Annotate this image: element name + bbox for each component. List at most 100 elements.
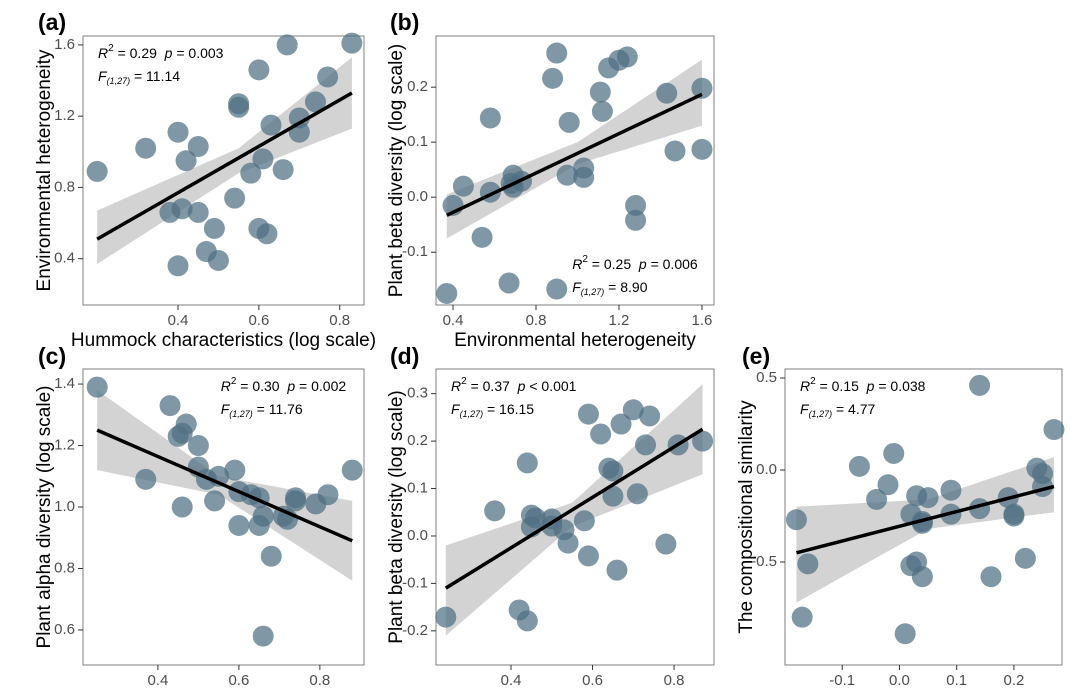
data-point bbox=[625, 194, 647, 216]
y-tick-label: 1.4 bbox=[54, 375, 75, 392]
annotation: R2 = 0.25 p = 0.006 bbox=[572, 254, 698, 272]
annotation-part: 2 bbox=[461, 376, 467, 387]
y-tick-label: 0.1 bbox=[407, 480, 428, 497]
annotation-part: F bbox=[98, 68, 108, 84]
data-point bbox=[171, 496, 193, 518]
data-point bbox=[204, 490, 226, 512]
data-point bbox=[159, 395, 181, 417]
x-axis-title: Environmental heterogeneity bbox=[454, 330, 696, 351]
annotation-part: 2 bbox=[108, 43, 114, 54]
panel-label: (c) bbox=[38, 343, 66, 369]
data-point bbox=[288, 107, 310, 129]
annotation-part: 2 bbox=[810, 376, 816, 387]
data-point bbox=[1003, 505, 1025, 527]
annotation-part: F bbox=[221, 401, 231, 417]
data-point bbox=[602, 485, 624, 507]
annotation-part: (1,27) bbox=[460, 409, 484, 419]
y-axis-title: Plant alpha diversity (log scale) bbox=[34, 386, 55, 649]
annotation-part: (1,27) bbox=[581, 287, 605, 297]
annotation-part: F bbox=[451, 401, 461, 417]
data-point bbox=[252, 148, 274, 170]
data-point bbox=[546, 42, 568, 64]
data-point bbox=[969, 374, 991, 396]
data-point bbox=[135, 137, 157, 159]
annotation: F(1,27) = 8.90 bbox=[572, 279, 647, 298]
annotation-part: R bbox=[98, 45, 108, 61]
data-point bbox=[260, 545, 282, 567]
data-point bbox=[691, 138, 713, 160]
y-tick-label: 0.1 bbox=[407, 133, 428, 150]
annotation-part: p bbox=[517, 378, 526, 394]
x-tick-label: -0.1 bbox=[829, 672, 855, 689]
data-point bbox=[224, 187, 246, 209]
data-point bbox=[692, 430, 714, 452]
data-point bbox=[626, 483, 648, 505]
data-point bbox=[479, 107, 501, 129]
data-point bbox=[498, 272, 520, 294]
data-point bbox=[187, 435, 209, 457]
y-tick-label: 0.8 bbox=[54, 178, 75, 195]
data-point bbox=[516, 610, 538, 632]
y-tick-label: 1.6 bbox=[54, 36, 75, 53]
y-axis-title: Plant beta diversity (log scale) bbox=[386, 390, 407, 643]
y-tick-label: 0.0 bbox=[756, 461, 777, 478]
x-tick-label: 0.4 bbox=[501, 672, 522, 689]
x-tick-label: 0.8 bbox=[309, 672, 330, 689]
data-point bbox=[203, 217, 225, 239]
data-point bbox=[304, 91, 326, 113]
annotation-part: = 0.003 bbox=[172, 45, 223, 61]
x-tick-label: 0.8 bbox=[329, 312, 350, 329]
data-point bbox=[691, 77, 713, 99]
fit-line bbox=[96, 91, 353, 241]
data-point bbox=[616, 46, 638, 68]
y-tick-label: 0.2 bbox=[407, 78, 428, 95]
data-point bbox=[591, 100, 613, 122]
annotation-part: = 16.15 bbox=[483, 401, 534, 417]
data-point bbox=[848, 455, 870, 477]
data-point bbox=[980, 566, 1002, 588]
annotation-part: F bbox=[572, 279, 582, 295]
data-point bbox=[785, 509, 807, 531]
y-axis-title: The compositional similarity bbox=[736, 400, 757, 634]
data-point bbox=[317, 66, 339, 88]
x-axis-title: Plant beta diversity (log scale) bbox=[797, 690, 1050, 692]
y-tick-label: 0.0 bbox=[407, 188, 428, 205]
data-point bbox=[175, 413, 197, 435]
data-point bbox=[187, 135, 209, 157]
data-point bbox=[252, 625, 274, 647]
annotation-part: = 0.006 bbox=[647, 256, 698, 272]
annotation-part: R bbox=[221, 378, 231, 394]
y-tick-label: -0.1 bbox=[402, 574, 428, 591]
annotation-part: R bbox=[451, 378, 461, 394]
data-point bbox=[167, 121, 189, 143]
panel-label: (e) bbox=[742, 343, 770, 369]
annotation-part: p bbox=[866, 378, 875, 394]
x-tick-label: 1.6 bbox=[692, 312, 713, 329]
data-point bbox=[622, 399, 644, 421]
fit-line bbox=[446, 92, 703, 217]
y-axis-title: Plant beta diversity (log scale) bbox=[386, 44, 407, 297]
y-tick-label: 0.4 bbox=[54, 250, 75, 267]
data-point bbox=[655, 533, 677, 555]
data-point bbox=[248, 59, 270, 81]
data-point bbox=[664, 140, 686, 162]
y-tick-label: 1.0 bbox=[54, 498, 75, 515]
annotation-part: 2 bbox=[231, 376, 237, 387]
data-point bbox=[557, 532, 579, 554]
panel-label: (b) bbox=[390, 9, 419, 35]
annotation: R2 = 0.15 p = 0.038 bbox=[800, 376, 926, 394]
annotation-part: < 0.001 bbox=[525, 378, 576, 394]
annotation-part: (1,27) bbox=[229, 409, 253, 419]
x-tick-label: 0.2 bbox=[1003, 672, 1024, 689]
data-point bbox=[542, 67, 564, 89]
data-point bbox=[556, 164, 578, 186]
data-point bbox=[207, 249, 229, 271]
annotation: F(1,27) = 4.77 bbox=[800, 401, 875, 420]
data-point bbox=[435, 606, 457, 628]
annotation-part: = 0.37 bbox=[467, 378, 518, 394]
annotation-part: = 11.76 bbox=[253, 401, 303, 417]
data-point bbox=[341, 459, 363, 481]
annotation-part: p bbox=[286, 378, 295, 394]
data-point bbox=[791, 606, 813, 628]
